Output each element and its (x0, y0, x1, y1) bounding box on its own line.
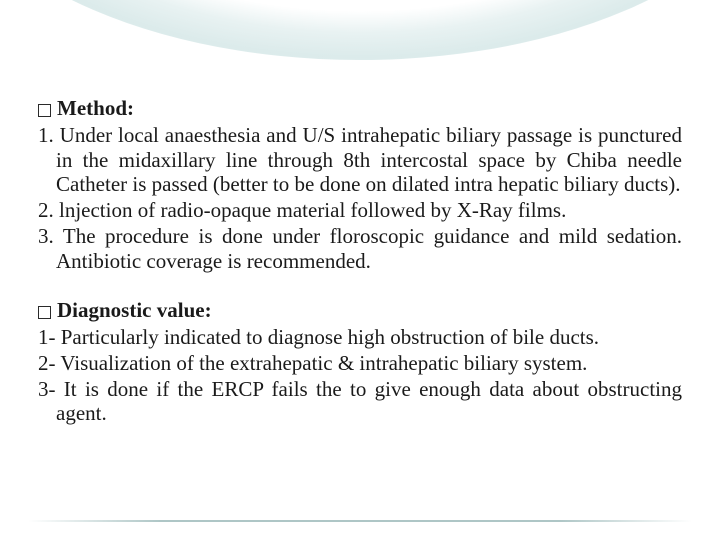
diagnostic-item-2: 2- Visualization of the extrahepatic & i… (38, 351, 682, 376)
section-method: Method: 1. Under local anaesthesia and U… (38, 96, 682, 273)
method-item-1: 1. Under local anaesthesia and U/S intra… (38, 123, 682, 197)
slide-content: Method: 1. Under local anaesthesia and U… (0, 0, 720, 426)
diagnostic-item-3: 3- It is done if the ERCP fails the to g… (38, 377, 682, 427)
method-heading-row: Method: (38, 96, 682, 121)
method-item-2: 2. lnjection of radio-opaque material fo… (38, 198, 682, 223)
square-bullet-icon (38, 306, 51, 319)
diagnostic-item-1: 1- Particularly indicated to diagnose hi… (38, 325, 682, 350)
section-diagnostic: Diagnostic value: 1- Particularly indica… (38, 298, 682, 426)
method-item-3: 3. The procedure is done under floroscop… (38, 224, 682, 274)
diagnostic-heading-row: Diagnostic value: (38, 298, 682, 323)
diagnostic-heading: Diagnostic value: (57, 298, 212, 323)
square-bullet-icon (38, 104, 51, 117)
method-heading: Method: (57, 96, 134, 121)
bottom-divider-line (28, 520, 692, 522)
section-spacer (38, 274, 682, 298)
